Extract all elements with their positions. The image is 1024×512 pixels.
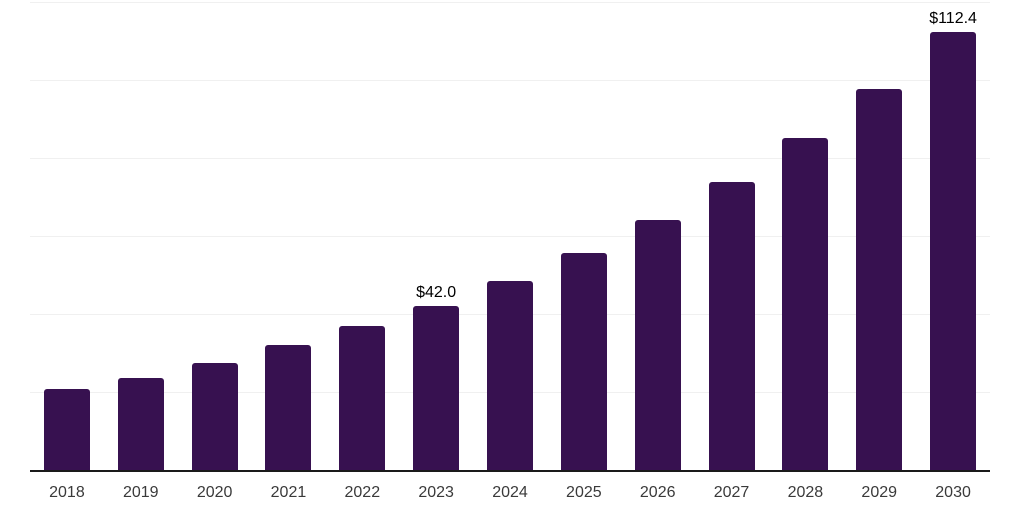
x-tick-label-2027: 2027 (713, 484, 750, 501)
x-tick-label-2030: 2030 (935, 484, 971, 501)
bar-2021 (265, 345, 312, 470)
gridline-80 (30, 158, 990, 159)
x-tick-label-2023: 2023 (418, 484, 454, 501)
bar-2023 (413, 306, 460, 470)
bar-2029 (856, 88, 903, 470)
x-tick-label-2024: 2024 (492, 484, 528, 501)
x-tick-label-2019: 2019 (122, 484, 159, 501)
gridline-60 (30, 236, 990, 237)
bar-2026 (634, 220, 681, 470)
x-tick-label-2018: 2018 (49, 484, 85, 501)
bar-2024 (487, 281, 533, 470)
bar-2020 (191, 362, 238, 470)
x-tick-label-2026: 2026 (639, 484, 676, 501)
bar-2018 (43, 388, 90, 470)
bar-2025 (560, 252, 607, 470)
bar-2019 (117, 377, 164, 470)
x-tick-label-2020: 2020 (196, 484, 233, 501)
x-tick-label-2025: 2025 (566, 484, 602, 501)
x-tick-label-2022: 2022 (344, 484, 381, 501)
x-axis-line (30, 470, 990, 472)
x-tick-label-2021: 2021 (270, 484, 307, 501)
x-tick-label-2029: 2029 (861, 484, 898, 501)
bar-2028 (782, 137, 829, 470)
bar-2022 (339, 326, 386, 470)
gridline-120 (30, 2, 990, 3)
x-tick-label-2028: 2028 (787, 484, 824, 501)
data-label-2023: $42.0 (416, 284, 457, 302)
bar-2030 (930, 31, 977, 470)
bar-2027 (708, 181, 755, 470)
gridline-100 (30, 80, 990, 81)
data-label-2030: $112.4 (929, 9, 977, 27)
